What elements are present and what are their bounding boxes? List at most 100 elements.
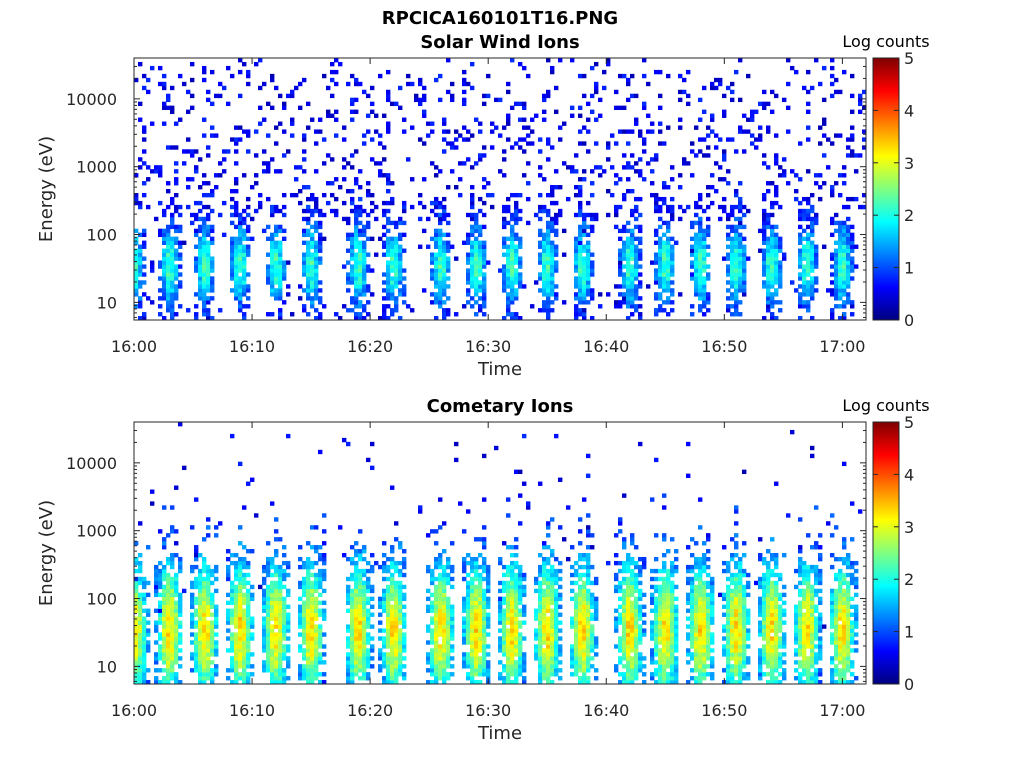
heatmap-cell [346, 676, 351, 681]
heatmap-cell [274, 125, 279, 130]
heatmap-cell [326, 200, 331, 206]
heatmap-cell [358, 608, 363, 613]
heatmap-cell [474, 564, 479, 570]
heatmap-cell [138, 624, 143, 629]
heatmap-cell [722, 109, 727, 114]
heatmap-cell [502, 268, 507, 273]
heatmap-cell [298, 556, 303, 562]
heatmap-cell [346, 308, 351, 313]
heatmap-cell [230, 252, 235, 257]
heatmap-cell [694, 236, 699, 242]
heatmap-cell [470, 584, 475, 590]
heatmap-cell [322, 553, 327, 558]
heatmap-cell [678, 117, 683, 122]
heatmap-cell [390, 264, 395, 269]
heatmap-cell [350, 608, 355, 613]
heatmap-cell [206, 280, 211, 285]
heatmap-cell [194, 576, 199, 582]
heatmap-cell [486, 652, 491, 657]
heatmap-cell [474, 624, 479, 629]
heatmap-cell [234, 149, 239, 154]
heatmap-cell [734, 192, 739, 198]
heatmap-cell [698, 252, 703, 257]
heatmap-cell [370, 465, 375, 471]
heatmap-cell [246, 592, 251, 598]
heatmap-cell [662, 288, 667, 293]
heatmap-cell [170, 292, 175, 297]
heatmap-cell [670, 177, 675, 182]
heatmap-cell [238, 276, 243, 281]
heatmap-cell [506, 596, 511, 602]
heatmap-cell [462, 632, 467, 637]
heatmap-cell [574, 169, 579, 174]
heatmap-cell [770, 89, 775, 95]
heatmap-cell [202, 664, 207, 669]
heatmap-cell [506, 204, 511, 210]
heatmap-cell [762, 240, 767, 245]
heatmap-cell [178, 280, 183, 285]
heatmap-cell [206, 640, 211, 645]
heatmap-cell [270, 564, 275, 570]
heatmap-cell [142, 232, 147, 238]
heatmap-cell [702, 252, 707, 257]
heatmap-cell [478, 208, 483, 214]
heatmap-cell [582, 212, 587, 218]
heatmap-cell [282, 153, 287, 158]
heatmap-cell [702, 304, 707, 309]
heatmap-cell [598, 304, 603, 309]
heatmap-cell [362, 640, 367, 645]
heatmap-cell [638, 272, 643, 277]
heatmap-cell [174, 208, 179, 214]
heatmap-cell [722, 208, 727, 214]
heatmap-cell [194, 664, 199, 669]
heatmap-cell [162, 105, 167, 111]
heatmap-cell [230, 256, 235, 261]
heatmap-cell [734, 189, 739, 194]
heatmap-cell [278, 224, 283, 230]
heatmap-cell [482, 256, 487, 261]
heatmap-cell [466, 157, 471, 162]
heatmap-cell [590, 169, 595, 174]
heatmap-cell [770, 280, 775, 285]
heatmap-cell [582, 284, 587, 289]
heatmap-cell [202, 584, 207, 590]
heatmap-cell [486, 580, 491, 586]
heatmap-cell [846, 260, 851, 265]
heatmap-cell [318, 316, 323, 321]
heatmap-cell [506, 81, 511, 87]
heatmap-cell [166, 680, 171, 685]
heatmap-cell [474, 228, 479, 234]
heatmap-cell [358, 260, 363, 265]
heatmap-cell [178, 240, 183, 245]
heatmap-cell [202, 580, 207, 586]
heatmap-cell [206, 300, 211, 305]
heatmap-cell [538, 252, 543, 257]
heatmap-cell [542, 276, 547, 281]
heatmap-cell [318, 568, 323, 574]
heatmap-cell [222, 85, 227, 91]
heatmap-cell [834, 89, 839, 95]
heatmap-cell [746, 129, 751, 134]
heatmap-cell [162, 652, 167, 657]
heatmap-cell [230, 620, 235, 625]
heatmap-cell [474, 252, 479, 257]
heatmap-cell [266, 236, 271, 242]
heatmap-cell [510, 58, 515, 63]
heatmap-cell [274, 537, 279, 542]
heatmap-cell [346, 668, 351, 673]
heatmap-cell [482, 153, 487, 158]
heatmap-cell [426, 628, 431, 633]
heatmap-cell [842, 304, 847, 309]
heatmap-cell [794, 69, 799, 75]
heatmap-cell [474, 664, 479, 669]
heatmap-cell [830, 58, 835, 63]
heatmap-cell [230, 236, 235, 242]
heatmap-cell [758, 228, 763, 234]
heatmap-cell [214, 185, 219, 190]
heatmap-cell [830, 232, 835, 238]
heatmap-cell [174, 620, 179, 625]
heatmap-cell [522, 636, 527, 641]
heatmap-cell [654, 200, 659, 206]
heatmap-cell [234, 612, 239, 617]
heatmap-cell [134, 676, 139, 681]
